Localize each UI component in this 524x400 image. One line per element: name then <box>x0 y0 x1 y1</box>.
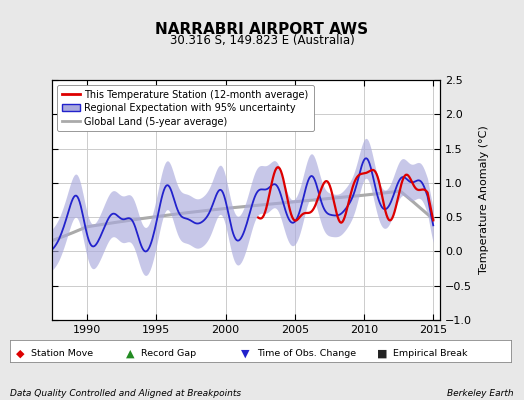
Text: Record Gap: Record Gap <box>141 350 196 358</box>
Text: ◆: ◆ <box>16 349 24 359</box>
Legend: This Temperature Station (12-month average), Regional Expectation with 95% uncer: This Temperature Station (12-month avera… <box>57 85 313 131</box>
Text: Empirical Break: Empirical Break <box>393 350 467 358</box>
Text: ■: ■ <box>377 349 388 359</box>
Text: ▼: ▼ <box>241 349 249 359</box>
Text: NARRABRI AIRPORT AWS: NARRABRI AIRPORT AWS <box>156 22 368 37</box>
Text: Time of Obs. Change: Time of Obs. Change <box>257 350 356 358</box>
Text: ▲: ▲ <box>126 349 134 359</box>
Text: Berkeley Earth: Berkeley Earth <box>447 389 514 398</box>
Text: 30.316 S, 149.823 E (Australia): 30.316 S, 149.823 E (Australia) <box>170 34 354 47</box>
Y-axis label: Temperature Anomaly (°C): Temperature Anomaly (°C) <box>479 126 489 274</box>
Text: Data Quality Controlled and Aligned at Breakpoints: Data Quality Controlled and Aligned at B… <box>10 389 242 398</box>
Text: Station Move: Station Move <box>31 350 94 358</box>
